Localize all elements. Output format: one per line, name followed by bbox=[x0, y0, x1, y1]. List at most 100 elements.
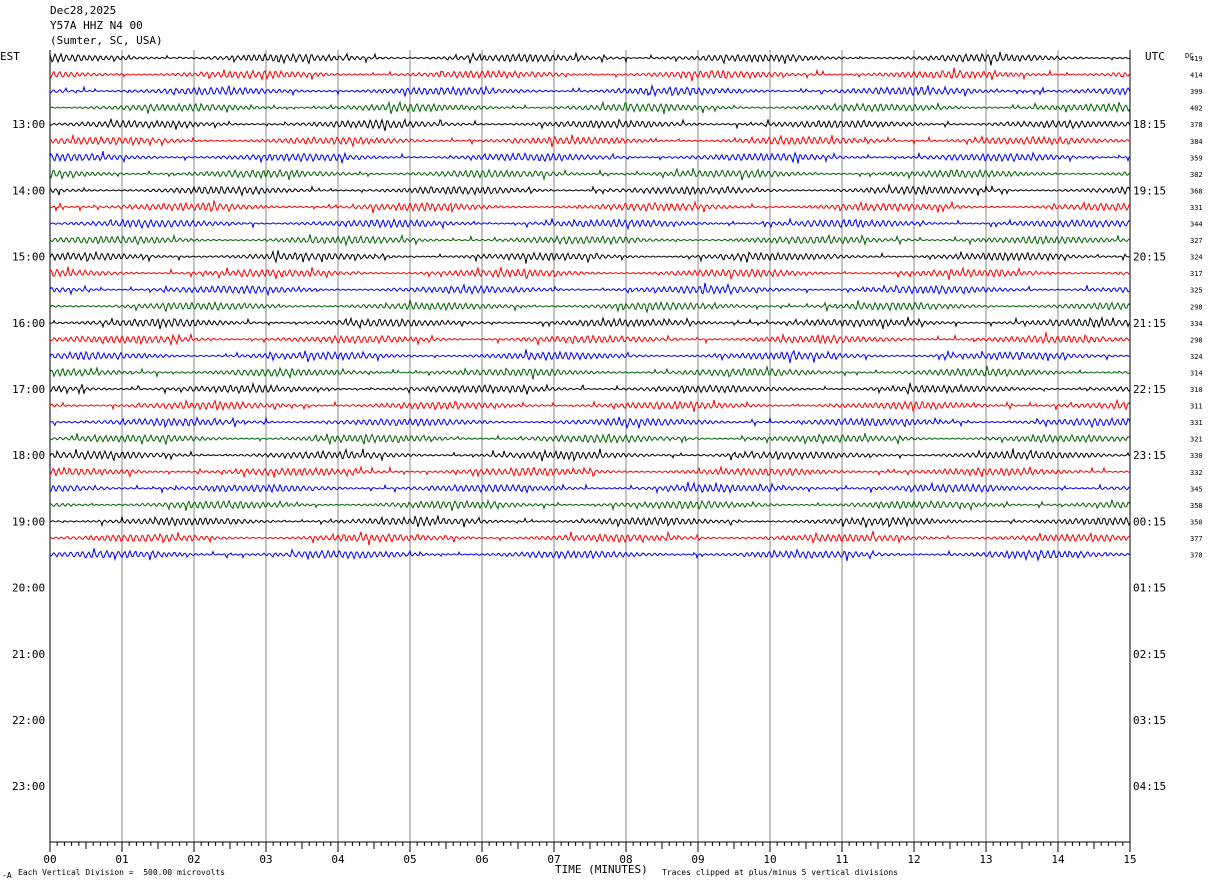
x-tick-label: 05 bbox=[403, 853, 416, 866]
dc-offset-value: 359 bbox=[1190, 154, 1203, 162]
dc-offset-value: 350 bbox=[1190, 518, 1203, 526]
x-tick-label: 10 bbox=[763, 853, 776, 866]
right-hour-label: 21:15 bbox=[1133, 317, 1166, 330]
corner-mark: -A bbox=[2, 871, 12, 880]
seismic-trace bbox=[49, 100, 1131, 115]
seismic-trace bbox=[49, 548, 1131, 562]
seismic-trace bbox=[49, 183, 1131, 198]
right-hour-label: 00:15 bbox=[1133, 515, 1166, 528]
dc-offset-value: 310 bbox=[1190, 386, 1203, 394]
dc-offset-value: 331 bbox=[1190, 204, 1203, 212]
seismic-trace bbox=[49, 217, 1131, 231]
dc-offset-value: 321 bbox=[1190, 436, 1203, 444]
vertical-gridlines bbox=[49, 50, 1131, 842]
seismic-trace bbox=[49, 315, 1131, 330]
seismic-trace bbox=[50, 481, 1131, 495]
right-hour-label: 04:15 bbox=[1133, 780, 1166, 793]
dc-offset-value: 382 bbox=[1190, 171, 1203, 179]
x-tick-label: 07 bbox=[547, 853, 560, 866]
dc-offset-value: 298 bbox=[1190, 303, 1203, 311]
seismic-trace bbox=[49, 249, 1131, 264]
seismic-trace bbox=[49, 233, 1131, 247]
dc-offset-value: 368 bbox=[1190, 187, 1203, 195]
seismic-trace bbox=[49, 349, 1131, 363]
left-hour-label: 13:00 bbox=[12, 118, 45, 131]
right-hour-label: 19:15 bbox=[1133, 184, 1166, 197]
right-hour-label: 22:15 bbox=[1133, 383, 1166, 396]
dc-offset-value: 311 bbox=[1190, 403, 1203, 411]
dc-offset-value: 344 bbox=[1190, 221, 1203, 229]
seismic-trace bbox=[49, 117, 1131, 132]
x-tick-label: 12 bbox=[907, 853, 920, 866]
left-hour-label: 14:00 bbox=[12, 184, 45, 197]
left-hour-label: 15:00 bbox=[12, 251, 45, 264]
x-tick-label: 13 bbox=[979, 853, 992, 866]
left-hour-label: 19:00 bbox=[12, 515, 45, 528]
seismic-traces bbox=[49, 51, 1131, 562]
seismic-trace bbox=[49, 167, 1131, 182]
seismic-trace bbox=[49, 83, 1131, 98]
dc-offset-value: 314 bbox=[1190, 369, 1203, 377]
station-location: (Sumter, SC, USA) bbox=[50, 34, 163, 47]
dc-header-label: DC bbox=[1185, 52, 1193, 60]
right-hour-label: 02:15 bbox=[1133, 648, 1166, 661]
dc-offset-value: 317 bbox=[1190, 270, 1203, 278]
x-tick-label: 15 bbox=[1123, 853, 1136, 866]
clip-note: Traces clipped at plus/minus 5 vertical … bbox=[662, 868, 899, 877]
dc-offset-value: 325 bbox=[1190, 287, 1203, 295]
seismic-trace bbox=[49, 465, 1130, 479]
dc-offset-labels: 419 414 399 402 378 384 359 382 368 331 344 327 324 3… bbox=[1190, 55, 1203, 560]
seismic-trace bbox=[49, 530, 1131, 546]
vertical-scale-note: Each Vertical Division = 500.00 microvol… bbox=[18, 868, 226, 877]
dc-offset-value: 419 bbox=[1190, 55, 1203, 63]
seismic-trace bbox=[49, 447, 1131, 463]
right-timezone-label: UTC bbox=[1145, 50, 1165, 63]
x-tick-label: 11 bbox=[835, 853, 848, 866]
x-tick-label: 01 bbox=[115, 853, 128, 866]
seismic-trace bbox=[49, 199, 1131, 214]
left-hour-label: 23:00 bbox=[12, 780, 45, 793]
x-axis: 00 01 02 03 04 05 06 07 08 09 10 11 12 13 14 15 bbox=[43, 841, 1137, 866]
seismic-trace bbox=[49, 133, 1131, 148]
left-hour-label: 16:00 bbox=[12, 317, 45, 330]
x-tick-label: 03 bbox=[259, 853, 272, 866]
dc-offset-value: 324 bbox=[1190, 254, 1203, 262]
seismic-trace bbox=[49, 398, 1131, 413]
x-tick-label: 02 bbox=[187, 853, 200, 866]
dc-offset-value: 327 bbox=[1190, 237, 1203, 245]
x-axis-title: TIME (MINUTES) bbox=[555, 863, 648, 876]
seismic-trace bbox=[49, 364, 1131, 380]
left-hour-label: 17:00 bbox=[12, 383, 45, 396]
seismic-trace bbox=[49, 282, 1131, 297]
seismic-trace bbox=[49, 151, 1131, 164]
dc-offset-value: 358 bbox=[1190, 502, 1203, 510]
hour-labels: 13:00 14:00 15:00 16:00 17:00 18:00 19:00 20:00… bbox=[12, 118, 1166, 793]
seismic-trace bbox=[49, 299, 1131, 314]
dc-offset-value: 331 bbox=[1190, 419, 1203, 427]
x-tick-label: 00 bbox=[43, 853, 56, 866]
dc-offset-value: 402 bbox=[1190, 105, 1203, 113]
dc-offset-value: 330 bbox=[1190, 452, 1203, 460]
dc-offset-value: 298 bbox=[1190, 336, 1203, 344]
dc-offset-value: 399 bbox=[1190, 88, 1203, 96]
dc-offset-value: 378 bbox=[1190, 552, 1203, 560]
x-tick-label: 09 bbox=[691, 853, 704, 866]
seismic-trace bbox=[49, 51, 1131, 66]
dc-offset-value: 378 bbox=[1190, 121, 1203, 129]
left-timezone-label: EST bbox=[0, 50, 20, 63]
seismic-trace bbox=[49, 416, 1131, 430]
seismic-trace bbox=[49, 67, 1131, 82]
dc-offset-value: 334 bbox=[1190, 320, 1203, 328]
x-tick-label: 08 bbox=[619, 853, 632, 866]
dc-offset-value: 345 bbox=[1190, 485, 1203, 493]
right-hour-label: 23:15 bbox=[1133, 449, 1166, 462]
dc-offset-value: 324 bbox=[1190, 353, 1203, 361]
left-hour-label: 21:00 bbox=[12, 648, 45, 661]
chart-date: Dec28,2025 bbox=[50, 4, 117, 17]
x-tick-label: 14 bbox=[1051, 853, 1065, 866]
seismic-trace bbox=[49, 381, 1131, 396]
x-tick-label: 06 bbox=[475, 853, 488, 866]
right-hour-label: 18:15 bbox=[1133, 118, 1166, 131]
right-hour-label: 01:15 bbox=[1133, 582, 1166, 595]
